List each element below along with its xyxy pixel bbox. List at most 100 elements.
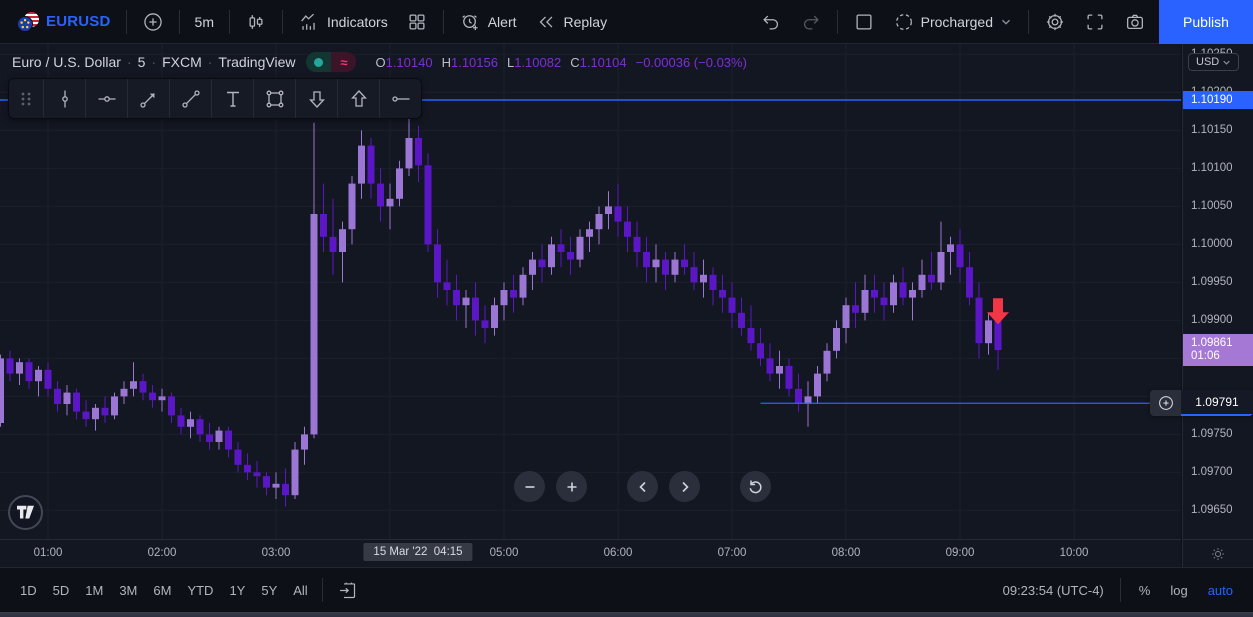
arrow-up-marker-tool[interactable] — [337, 79, 379, 118]
price-scale[interactable]: 1.096501.097001.097501.098001.098501.099… — [1182, 44, 1253, 539]
redo-button[interactable] — [791, 5, 831, 39]
auto-scale-button[interactable]: auto — [1207, 582, 1233, 598]
log-scale-button[interactable]: log — [1170, 582, 1188, 598]
chart-exchange: FXCM — [162, 54, 202, 70]
alert-button[interactable]: Alert — [450, 5, 526, 39]
time-tick: 01:00 — [33, 547, 63, 559]
plus-icon — [567, 482, 576, 491]
tradingview-logo-icon — [17, 505, 34, 519]
chart-canvas[interactable]: Euro / U.S. Dollar · 5 · FXCM · TradingV… — [0, 44, 1181, 539]
layout-name-menu[interactable]: Procharged — [884, 5, 1022, 39]
delayed-data-segment: ≈ — [331, 52, 357, 72]
price-tick: 1.10000 — [1191, 238, 1233, 251]
divider — [178, 9, 180, 34]
snapshot-button[interactable] — [1115, 5, 1155, 39]
range-button-6m[interactable]: 6M — [153, 582, 172, 598]
candles-icon — [249, 14, 263, 29]
range-button-3m[interactable]: 3M — [119, 582, 138, 598]
toolbar-right-group: Procharged Publish — [751, 0, 1253, 44]
price-tick: 1.10100 — [1191, 162, 1233, 175]
trend-line-tool[interactable] — [169, 79, 211, 118]
add-alert-plus-button[interactable] — [1150, 390, 1181, 416]
market-status-pill[interactable]: ≈ — [306, 52, 357, 72]
camera-icon — [1127, 14, 1143, 29]
indicators-button[interactable]: Indicators — [289, 5, 397, 39]
fullscreen-button[interactable] — [1075, 5, 1115, 39]
scroll-right-button[interactable] — [669, 471, 700, 502]
zoom-out-button[interactable] — [514, 471, 545, 502]
delayed-data-icon: ≈ — [340, 54, 348, 70]
indicators-label: Indicators — [327, 13, 388, 30]
reset-chart-button[interactable] — [740, 471, 771, 502]
publish-button[interactable]: Publish — [1159, 0, 1253, 44]
market-open-dot-icon — [314, 57, 324, 67]
range-button-ytd[interactable]: YTD — [187, 582, 214, 598]
indicators-icon — [301, 13, 315, 30]
fullscreen-brackets-icon — [1087, 13, 1103, 30]
chart-interval[interactable]: 5 — [137, 54, 146, 70]
chart-legend: Euro / U.S. Dollar · 5 · FXCM · TradingV… — [12, 52, 747, 72]
horizontal-line-icon — [98, 95, 115, 102]
templates-grid-icon — [409, 13, 425, 30]
range-button-1y[interactable]: 1Y — [229, 582, 246, 598]
price-tick: 1.10050 — [1191, 200, 1233, 213]
range-button-5d[interactable]: 5D — [52, 582, 70, 598]
alarm-clock-icon — [461, 14, 478, 30]
hline-upper-price-label: 1.10190 — [1183, 91, 1253, 109]
time-tick: 09:00 — [945, 547, 975, 559]
session-clock[interactable]: 09:23:54 (UTC-4) — [1002, 582, 1104, 598]
scroll-left-button[interactable] — [627, 471, 658, 502]
settings-button[interactable] — [1035, 5, 1075, 39]
replay-label: Replay — [563, 13, 608, 30]
vertical-line-tool[interactable] — [43, 79, 85, 118]
calendar-goto-icon — [339, 582, 355, 598]
zoom-in-button[interactable] — [556, 471, 587, 502]
horizontal-line-tool[interactable] — [85, 79, 127, 118]
compare-symbol-button[interactable] — [133, 5, 173, 39]
arrow-tool[interactable] — [127, 79, 169, 118]
toolbar-left-group: EURUSD 5m Indicators — [8, 0, 616, 43]
chart-title[interactable]: Euro / U.S. Dollar — [12, 54, 121, 70]
time-scale[interactable]: 10:00 09:00 08:00 07:00 06:00 05:00 03:00 02:00… — [0, 539, 1181, 567]
time-tick: 05:00 — [489, 547, 519, 559]
ohlc-values: O1.10140 H1.10156 L1.10082 C1.10104 −0.00036… — [375, 55, 746, 70]
price-tick: 1.09700 — [1191, 466, 1233, 479]
text-tool[interactable] — [211, 79, 253, 118]
indicator-templates-button[interactable] — [397, 5, 437, 39]
chevron-down-icon — [1002, 19, 1010, 25]
rectangle-tool[interactable] — [253, 79, 295, 118]
percent-scale-button[interactable]: % — [1138, 582, 1151, 598]
hline-price-value[interactable]: 1.09791 — [1181, 390, 1253, 416]
range-button-5y[interactable]: 5Y — [261, 582, 278, 598]
arrow-line-icon — [139, 92, 155, 108]
ohlc-item: L1.10082 — [506, 54, 562, 70]
replay-button[interactable]: Replay — [526, 5, 617, 39]
text-icon — [226, 91, 239, 107]
plus-circle-icon — [1158, 396, 1173, 410]
range-button-1d[interactable]: 1D — [20, 582, 37, 598]
reset-arrow-icon — [749, 480, 762, 494]
layout-name-label: Procharged — [920, 13, 993, 30]
arrow-down-marker-tool[interactable] — [295, 79, 337, 118]
change-value: −0.00036 (−0.03%) — [635, 54, 747, 70]
chart-style-button[interactable] — [236, 5, 276, 39]
symbol-search-button[interactable]: EURUSD — [8, 5, 120, 39]
go-to-date-button[interactable] — [333, 576, 362, 605]
toolbar-drag-handle[interactable] — [9, 79, 43, 118]
ohlc-item: C1.10104 — [570, 54, 627, 70]
drag-dots-icon — [21, 92, 31, 105]
range-button-1m[interactable]: 1M — [85, 582, 104, 598]
undo-button[interactable] — [751, 5, 791, 39]
tradingview-logo[interactable] — [8, 495, 43, 530]
divider — [442, 9, 444, 34]
horizontal-ray-tool[interactable] — [379, 79, 421, 118]
gear-icon — [1046, 13, 1064, 30]
currency-unit-button[interactable]: USD — [1188, 53, 1240, 71]
layout-button[interactable] — [844, 5, 884, 39]
eurusd-flag-icon — [17, 11, 39, 32]
range-button-all[interactable]: All — [293, 582, 308, 598]
scales-corner[interactable] — [1182, 539, 1253, 567]
timeframe-button[interactable]: 5m — [186, 5, 223, 39]
horizontal-scrollbar[interactable] — [0, 612, 1253, 617]
